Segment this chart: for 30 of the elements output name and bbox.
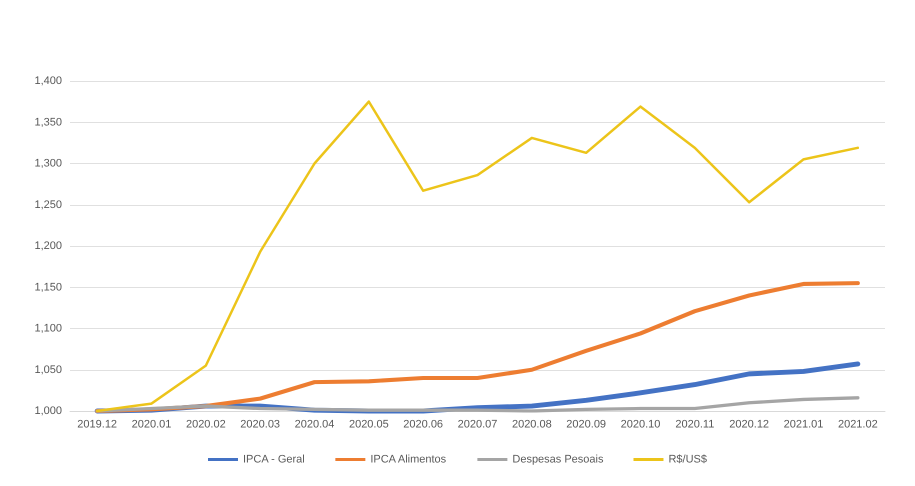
y-tick-label: 1,000 — [34, 405, 62, 417]
x-tick-label: 2019.12 — [77, 418, 118, 430]
line-series — [96, 396, 860, 413]
y-tick-label: 1,050 — [34, 364, 62, 376]
x-tick-label: 2020.11 — [675, 418, 714, 430]
x-tick-label: 2020.02 — [186, 418, 226, 430]
legend-label: R$/US$ — [668, 454, 708, 466]
y-tick-label: 1,100 — [34, 322, 62, 334]
y-tick-label: 1,400 — [34, 75, 62, 87]
line-series — [96, 100, 860, 412]
x-tick-label: 2020.03 — [240, 418, 280, 430]
x-tick-label: 2020.08 — [512, 418, 552, 430]
x-tick-label: 2021.02 — [838, 418, 878, 430]
y-tick-label: 1,350 — [34, 116, 62, 128]
x-tick-label: 2020.10 — [620, 418, 660, 430]
y-tick-label: 1,250 — [34, 198, 62, 211]
x-tick-label: 2020.04 — [294, 418, 334, 430]
legend-label: IPCA Alimentos — [370, 454, 447, 466]
x-tick-label: 2020.05 — [348, 418, 389, 430]
legend-label: IPCA - Geral — [243, 454, 305, 466]
x-tick-label: 2021.01 — [784, 418, 824, 430]
x-tick-label: 2020.07 — [458, 418, 498, 430]
y-tick-label: 1,200 — [34, 240, 62, 252]
y-tick-label: 1,300 — [34, 158, 62, 170]
y-tick-label: 1,150 — [34, 281, 62, 294]
x-tick-label: 2020.06 — [403, 418, 444, 430]
x-tick-label: 2020.12 — [729, 418, 770, 430]
x-tick-label: 2020.09 — [566, 418, 606, 430]
x-tick-label: 2020.01 — [132, 418, 172, 430]
legend-label: Despesas Pesoais — [512, 454, 604, 466]
